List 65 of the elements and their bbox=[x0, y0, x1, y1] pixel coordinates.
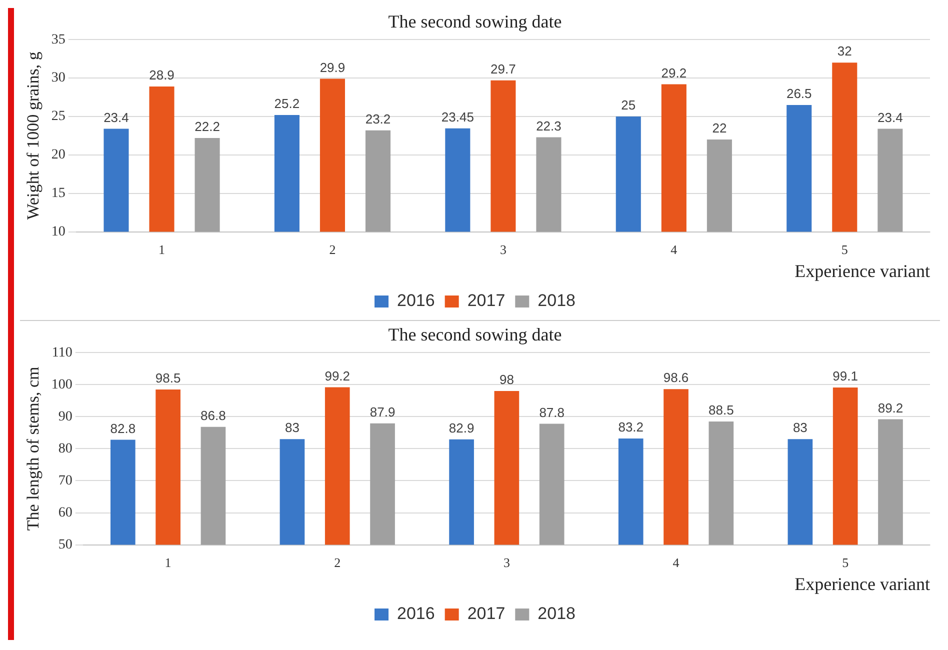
data-label: 25.2 bbox=[274, 96, 300, 112]
y-tick-label: 20 bbox=[51, 148, 66, 163]
y-tick-label: 110 bbox=[52, 345, 72, 360]
x-tick-label: 2 bbox=[334, 555, 341, 570]
data-label: 87.8 bbox=[539, 404, 565, 420]
data-label: 88.5 bbox=[708, 402, 734, 418]
legend-label: 2018 bbox=[538, 604, 576, 624]
x-tick-label: 5 bbox=[842, 555, 849, 570]
data-label: 83 bbox=[792, 420, 808, 436]
data-label: 29.9 bbox=[320, 60, 346, 75]
data-label: 86.8 bbox=[200, 408, 226, 423]
y-tick-label: 100 bbox=[51, 377, 72, 392]
legend-label: 2016 bbox=[397, 604, 435, 624]
x-tick-label: 2 bbox=[329, 242, 336, 258]
y-tick-label: 50 bbox=[58, 537, 72, 552]
y-tick-label: 25 bbox=[51, 109, 66, 124]
y-tick-label: 35 bbox=[51, 32, 66, 48]
y-tick-label: 30 bbox=[51, 70, 66, 86]
data-label: 98 bbox=[499, 372, 514, 388]
data-label: 32 bbox=[837, 44, 852, 59]
data-label: 98.5 bbox=[155, 370, 181, 386]
x-axis-title: Experience variant bbox=[794, 574, 930, 594]
data-label: 83.2 bbox=[618, 420, 644, 435]
x-tick-label: 4 bbox=[672, 555, 680, 570]
legend-label: 2016 bbox=[397, 291, 435, 310]
data-label: 23.2 bbox=[365, 111, 391, 126]
data-label: 99.2 bbox=[324, 368, 350, 384]
x-tick-label: 3 bbox=[503, 555, 510, 570]
data-label: 82.8 bbox=[110, 420, 136, 436]
data-label: 82.9 bbox=[448, 420, 474, 436]
y-tick-label: 60 bbox=[58, 505, 72, 520]
data-label: 23.4 bbox=[104, 110, 129, 125]
x-tick-label: 1 bbox=[164, 555, 172, 570]
data-label: 98.6 bbox=[663, 370, 689, 386]
data-label: 23.45 bbox=[441, 109, 474, 124]
data-label: 25 bbox=[621, 98, 636, 113]
y-axis-title: The length of stems, cm bbox=[24, 366, 43, 531]
y-tick-label: 10 bbox=[51, 224, 66, 240]
legend-label: 2017 bbox=[467, 291, 506, 310]
y-tick-label: 70 bbox=[58, 473, 72, 488]
y-tick-label: 15 bbox=[51, 186, 66, 202]
y-tick-label: 90 bbox=[58, 409, 72, 424]
data-label: 26.5 bbox=[786, 86, 812, 102]
chart-title: The second sowing date bbox=[388, 324, 562, 345]
legend-label: 2018 bbox=[538, 291, 576, 310]
data-label: 23.4 bbox=[878, 110, 903, 125]
data-label: 22.3 bbox=[536, 118, 562, 134]
x-tick-label: 3 bbox=[500, 242, 506, 258]
data-label: 29.2 bbox=[661, 65, 687, 80]
y-axis-title: Weight of 1000 grains, g bbox=[24, 51, 43, 220]
data-label: 29.7 bbox=[490, 61, 516, 76]
data-label: 83 bbox=[284, 420, 300, 436]
data-label: 89.2 bbox=[878, 400, 904, 416]
data-label: 99.1 bbox=[832, 368, 858, 384]
x-tick-label: 5 bbox=[841, 242, 848, 258]
legend-label: 2017 bbox=[467, 604, 506, 624]
data-label: 28.9 bbox=[149, 68, 174, 83]
y-tick-label: 80 bbox=[58, 441, 72, 456]
data-label: 22 bbox=[712, 120, 727, 136]
data-label: 22.2 bbox=[194, 119, 220, 134]
chart-title: The second sowing date bbox=[388, 12, 562, 32]
x-tick-label: 1 bbox=[158, 242, 166, 258]
x-axis-title: Experience variant bbox=[794, 260, 930, 281]
x-tick-label: 4 bbox=[670, 242, 678, 258]
data-label: 87.9 bbox=[370, 404, 396, 420]
